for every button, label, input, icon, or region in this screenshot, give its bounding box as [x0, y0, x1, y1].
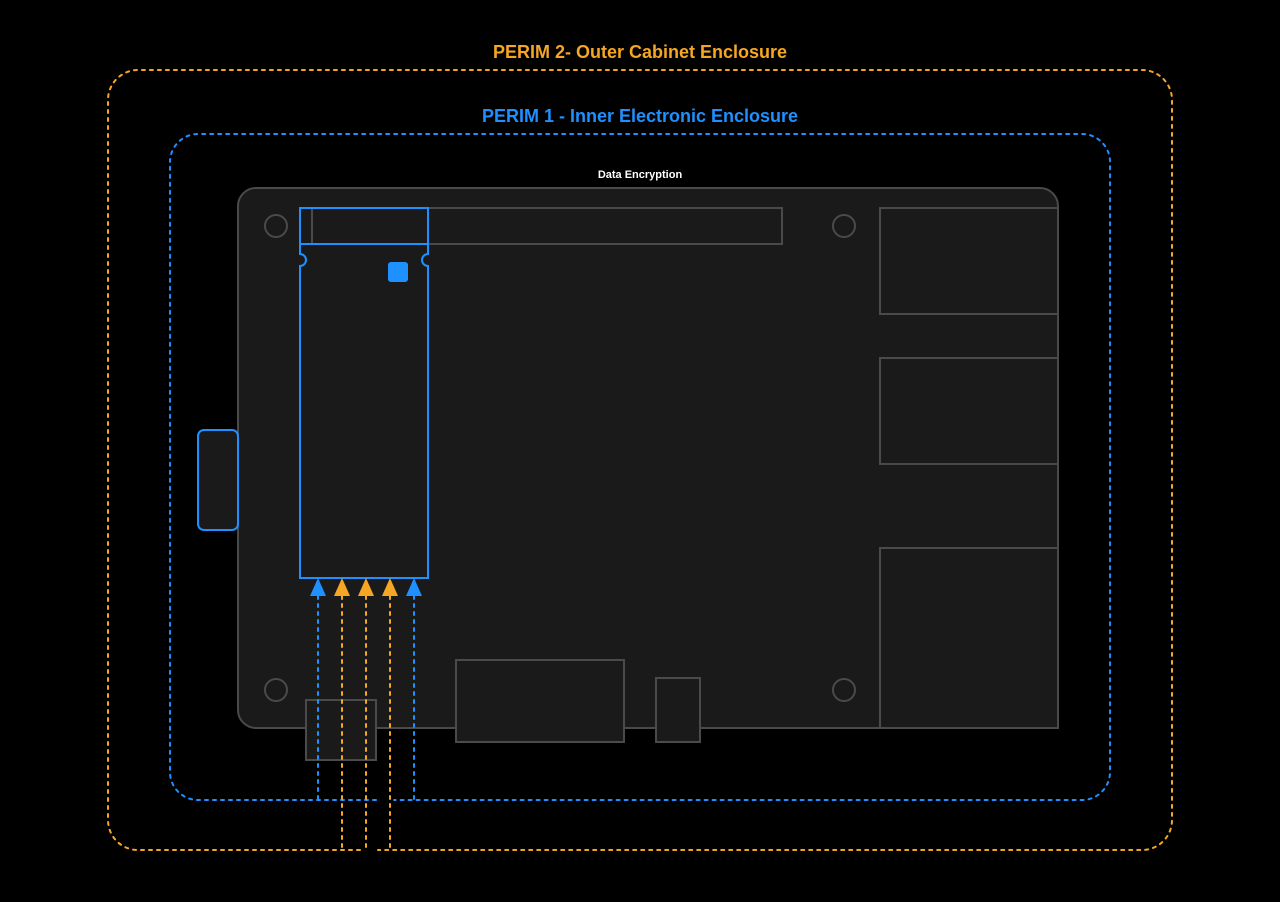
diagram-root: PERIM 2- Outer Cabinet Enclosure PERIM 1 … — [0, 0, 1280, 902]
right-port-2 — [880, 548, 1058, 728]
left-tab — [198, 430, 238, 530]
perim2-label: PERIM 2- Outer Cabinet Enclosure — [493, 42, 787, 62]
module-chip — [388, 262, 408, 282]
data-encryption-label: Data Encryption — [598, 169, 683, 181]
right-port-1 — [880, 358, 1058, 464]
bottom-port-2 — [656, 678, 700, 742]
right-port-0 — [880, 208, 1058, 314]
perim1-label: PERIM 1 - Inner Electronic Enclosure — [482, 106, 798, 126]
bottom-port-1 — [456, 660, 624, 742]
